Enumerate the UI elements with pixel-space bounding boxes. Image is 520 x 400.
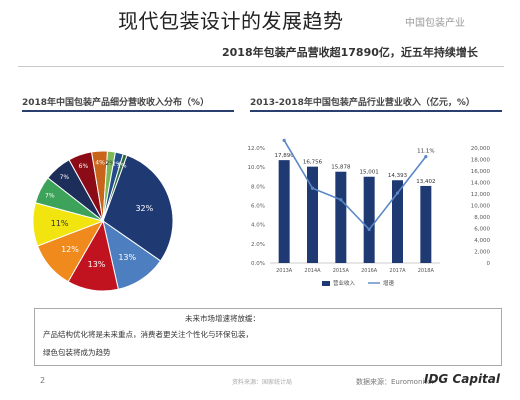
pie-slice-label: 2% bbox=[105, 160, 115, 167]
legend-bar-swatch bbox=[322, 281, 330, 286]
pie-slice-label: 12% bbox=[61, 245, 79, 254]
bar-value-label: 15,001 bbox=[360, 170, 379, 176]
growth-point bbox=[395, 191, 400, 195]
footer-middle-text: 资料来源：国家统计局 bbox=[232, 379, 293, 386]
y2-tick-label: 12.0% bbox=[248, 146, 265, 152]
bar bbox=[363, 176, 375, 263]
x-tick-label: 2016A bbox=[361, 268, 378, 274]
pie-slice-label: 4% bbox=[95, 160, 105, 167]
pie-slice-label: 1% bbox=[117, 163, 127, 170]
pie-slice bbox=[102, 153, 128, 222]
bar bbox=[392, 180, 403, 263]
header-small-title: 中国包装产业 bbox=[405, 18, 465, 29]
document-footer: 2 资料来源：国家统计局 数据来源：Euromonitor IDG Capita… bbox=[0, 370, 520, 400]
y-tick-label: 4,000 bbox=[474, 238, 490, 244]
pie-slice-label: 32% bbox=[135, 204, 153, 213]
notes-line-1: 产品结构优化将是未来重点，消费者更关注个性化与环保包装， bbox=[43, 330, 253, 339]
y2-tick-label: 6.0% bbox=[251, 204, 265, 210]
y2-tick-label: 2.0% bbox=[251, 242, 265, 248]
y-tick-label: 14,000 bbox=[471, 181, 491, 187]
y2-tick-label: 0.0% bbox=[251, 261, 265, 267]
growth-point bbox=[424, 155, 428, 159]
bar bbox=[420, 185, 432, 263]
header-divider bbox=[18, 66, 504, 67]
notes-heading: 未来市场增速将放缓： bbox=[185, 314, 260, 323]
y-tick-label: 2,000 bbox=[474, 250, 490, 256]
notes-line-2: 绿色包装将成为趋势 bbox=[43, 348, 111, 357]
page-title: 现代包装设计的发展趋势 bbox=[118, 9, 344, 33]
legend-bar-label: 营业收入 bbox=[333, 279, 356, 287]
header-subtitle: 2018年包装产品营收超17890亿，近五年持续增长 bbox=[222, 46, 478, 59]
bar-value-label: 14,393 bbox=[388, 173, 408, 179]
x-tick-label: 2018A bbox=[418, 268, 435, 274]
pie-slice bbox=[102, 154, 174, 262]
y-tick-label: 12,000 bbox=[471, 192, 491, 198]
y-tick-label: 10,000 bbox=[471, 204, 491, 210]
y2-tick-label: 4.0% bbox=[251, 223, 265, 229]
left-panel-divider bbox=[22, 110, 234, 112]
pie-slice-label: 13% bbox=[118, 253, 136, 262]
right-panel-divider bbox=[250, 110, 502, 112]
notes-box: 未来市场增速将放缓： 产品结构优化将是未来重点，消费者更关注个性化与环保包装， … bbox=[34, 308, 502, 366]
pie-slice-label: 11% bbox=[51, 219, 69, 228]
x-tick-label: 2014A bbox=[304, 268, 321, 274]
page-number: 2 bbox=[40, 376, 46, 385]
growth-point bbox=[310, 186, 315, 190]
y2-tick-label: 8.0% bbox=[251, 184, 265, 190]
y-tick-label: 20,000 bbox=[471, 146, 491, 152]
y-tick-label: 6,000 bbox=[474, 227, 490, 233]
bar bbox=[278, 160, 290, 263]
pie-slice-label: 13% bbox=[88, 260, 106, 269]
y-tick-label: 8,000 bbox=[474, 215, 490, 221]
y2-tick-label: 10.0% bbox=[248, 165, 265, 171]
pie-slice-label: 6% bbox=[79, 163, 89, 170]
left-panel-title: 2018年中国包装产品细分营收收入分布（%） bbox=[22, 98, 210, 108]
idg-logo: IDG Capital bbox=[424, 372, 501, 386]
bar bbox=[335, 171, 347, 263]
pie-slice-label: 2% bbox=[112, 161, 122, 168]
bar-value-label: 16,756 bbox=[303, 160, 323, 166]
legend-line-label: 增速 bbox=[383, 279, 395, 287]
pie-slice-label: 7% bbox=[45, 192, 55, 199]
bar-value-label: 17,890 bbox=[275, 153, 295, 159]
growth-label: 11.1% bbox=[417, 149, 434, 155]
bar bbox=[307, 166, 318, 263]
growth-point bbox=[282, 138, 286, 142]
bar-value-label: 15,878 bbox=[331, 165, 351, 171]
footer-source: 数据来源：Euromonitor bbox=[356, 378, 435, 386]
right-panel-title: 2013-2018年中国包装产品行业营业收入（亿元，%） bbox=[250, 98, 475, 108]
pie-slice-label: 7% bbox=[60, 174, 70, 181]
growth-point bbox=[367, 227, 371, 232]
growth-point bbox=[339, 198, 343, 202]
x-tick-label: 2017A bbox=[389, 268, 406, 274]
y-tick-label: 0 bbox=[487, 261, 491, 267]
y-tick-label: 18,000 bbox=[471, 158, 491, 164]
document-header: 中国包装产业 2018年包装产品营收超17890亿，近五年持续增长 bbox=[0, 0, 520, 70]
x-tick-label: 2015A bbox=[333, 268, 350, 274]
bar-value-label: 13,402 bbox=[416, 179, 435, 185]
x-tick-label: 2013A bbox=[276, 268, 293, 274]
y-tick-label: 16,000 bbox=[471, 169, 491, 175]
growth-line bbox=[283, 139, 427, 231]
